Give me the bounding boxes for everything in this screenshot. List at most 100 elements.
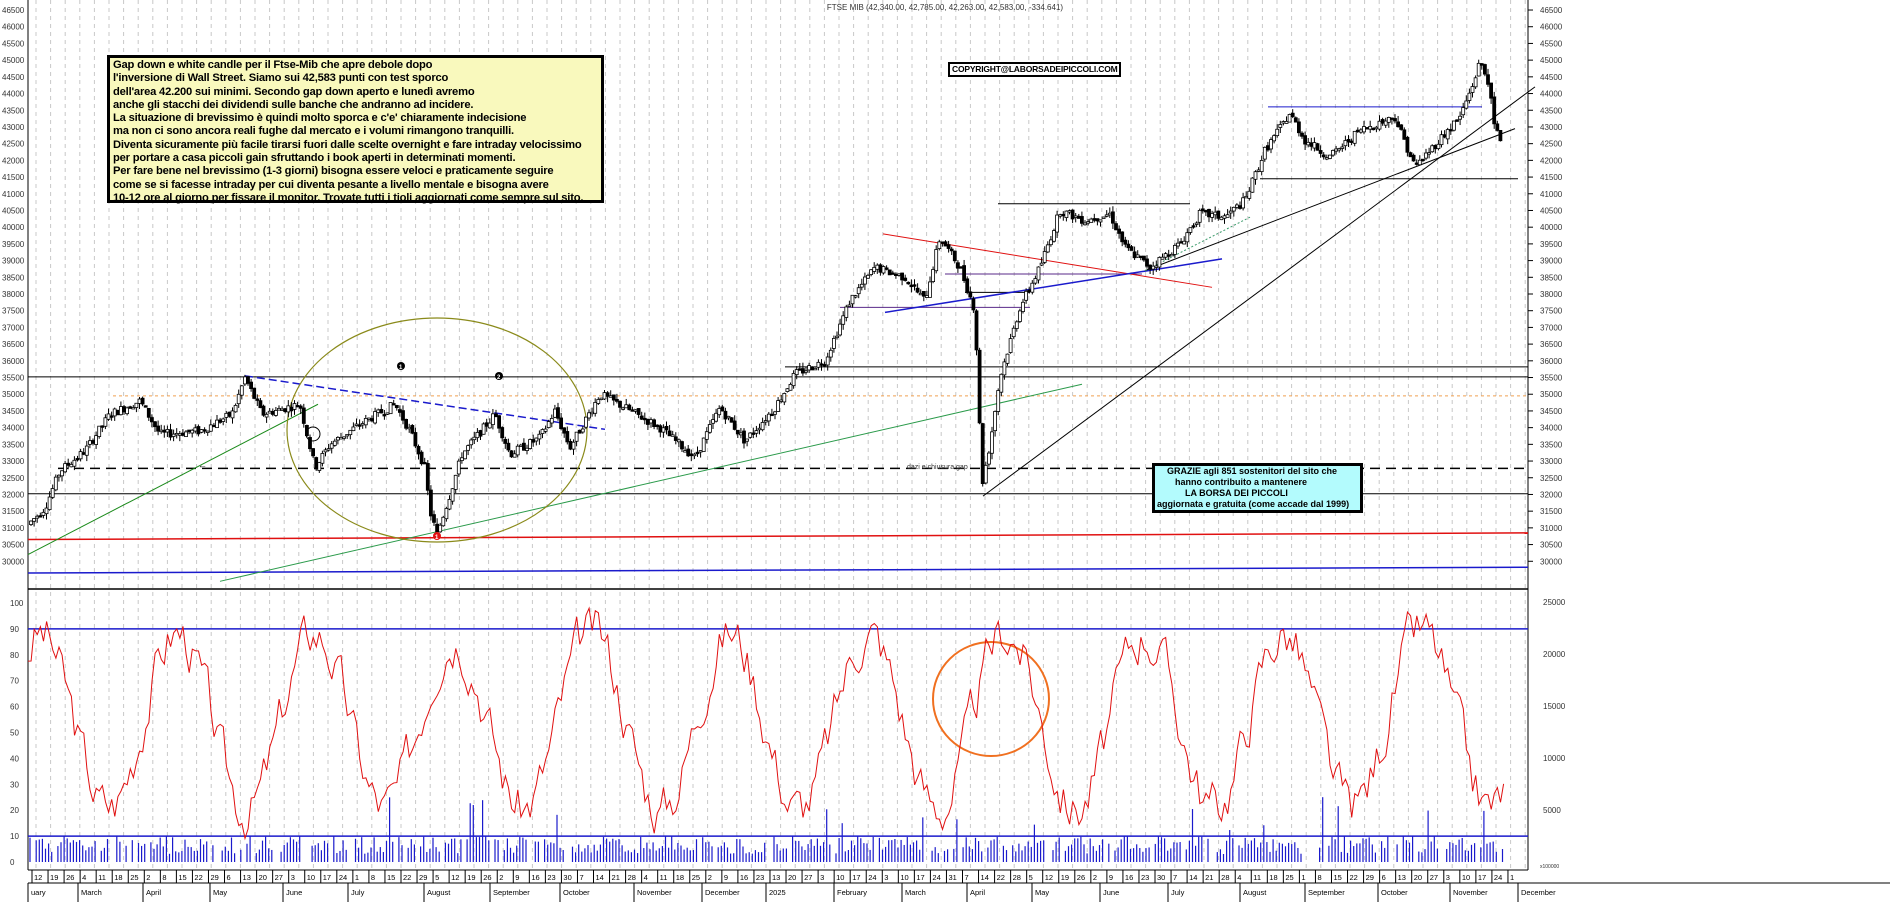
candle-body xyxy=(410,425,415,434)
candle-body xyxy=(971,298,976,311)
candle-body xyxy=(249,381,254,389)
day-label: 30 xyxy=(563,873,571,882)
day-label: 25 xyxy=(130,873,138,882)
commentary-box: Gap down e white candle per il Ftse-Mib … xyxy=(107,55,604,204)
candle-body xyxy=(844,306,849,318)
candle-body xyxy=(484,422,489,427)
day-label: 16 xyxy=(740,873,748,882)
arrow-marker: ← xyxy=(198,460,207,470)
candle-body xyxy=(1039,262,1044,266)
candle-body xyxy=(1145,258,1149,267)
day-label: 6 xyxy=(227,873,231,882)
candle-body xyxy=(1238,205,1242,209)
day-label: 2 xyxy=(499,873,503,882)
candle-body xyxy=(593,402,598,414)
candle-body xyxy=(577,429,582,434)
candle-body xyxy=(1157,256,1162,268)
candle-body xyxy=(1417,159,1422,166)
candle-body xyxy=(770,413,774,417)
y-tick-left: 37000 xyxy=(2,323,25,332)
candle-body xyxy=(1244,195,1249,199)
candle-body xyxy=(615,398,619,402)
candle-body xyxy=(642,417,647,421)
candle-body xyxy=(1498,129,1503,142)
candle-body xyxy=(1455,119,1459,122)
day-label: 7 xyxy=(579,873,583,882)
vol-tick: 5000 xyxy=(1543,806,1561,815)
y-tick-right: 45000 xyxy=(1540,56,1563,65)
candle-body xyxy=(78,451,83,460)
y-tick-left: 31500 xyxy=(2,507,25,516)
candle-body xyxy=(1058,214,1063,217)
candle-body xyxy=(518,444,523,448)
month-label: May xyxy=(1035,888,1049,897)
month-label: November xyxy=(1453,888,1488,897)
candle-body xyxy=(1452,120,1456,131)
candle-body xyxy=(1228,210,1233,214)
candle-body xyxy=(1021,301,1025,312)
candle-body xyxy=(608,395,613,398)
day-label: 9 xyxy=(724,873,728,882)
candle-body xyxy=(314,457,319,470)
day-label: 11 xyxy=(1253,873,1261,882)
candle-body xyxy=(934,249,939,272)
candle-body xyxy=(376,409,381,413)
day-label: 28 xyxy=(1221,873,1229,882)
y-tick-left: 33000 xyxy=(2,457,25,466)
month-label: February xyxy=(837,888,867,897)
candle-body xyxy=(184,431,188,438)
candle-body xyxy=(887,269,892,276)
y-tick-right: 37500 xyxy=(1540,307,1563,316)
day-label: 4 xyxy=(644,873,648,882)
candle-body xyxy=(1247,190,1252,199)
candle-body xyxy=(683,450,687,453)
candle-body xyxy=(884,267,889,270)
day-label: 19 xyxy=(467,873,475,882)
day-label: 17 xyxy=(1478,873,1486,882)
candle-body xyxy=(1231,206,1236,212)
candle-body xyxy=(977,349,982,424)
candle-body xyxy=(1160,256,1165,260)
candle-body xyxy=(689,453,694,457)
day-label: 3 xyxy=(291,873,295,882)
month-label: March xyxy=(81,888,102,897)
candle-body xyxy=(298,405,303,409)
candle-body xyxy=(1216,210,1221,219)
candle-body xyxy=(1284,121,1289,124)
candle-body xyxy=(1464,100,1469,109)
candle-body xyxy=(1117,228,1121,234)
candle-body xyxy=(987,452,991,465)
day-label: 10 xyxy=(1462,873,1470,882)
y-tick-left: 33500 xyxy=(2,440,25,449)
y-tick-right: 31500 xyxy=(1540,507,1563,516)
y-tick-left: 34000 xyxy=(2,424,25,433)
candle-body xyxy=(1067,210,1072,213)
month-label: November xyxy=(637,888,672,897)
candle-body xyxy=(1300,132,1304,137)
candle-body xyxy=(677,439,681,443)
candle-body xyxy=(655,424,660,427)
day-label: 1 xyxy=(1301,873,1305,882)
day-label: 25 xyxy=(692,873,700,882)
y-tick-right: 33000 xyxy=(1540,457,1563,466)
candle-body xyxy=(360,423,365,426)
candle-body xyxy=(1011,327,1016,338)
candle-body xyxy=(531,439,536,443)
candle-body xyxy=(897,273,901,276)
candle-body xyxy=(1166,254,1171,257)
osc-tick: 60 xyxy=(10,703,19,712)
y-tick-right: 35000 xyxy=(1540,390,1563,399)
candle-body xyxy=(140,397,145,405)
candle-body xyxy=(205,430,210,433)
candle-body xyxy=(785,388,790,392)
candle-body xyxy=(401,410,405,421)
candle-body xyxy=(661,427,666,433)
candle-body xyxy=(432,514,436,523)
candle-body xyxy=(1495,123,1500,131)
y-tick-left: 45500 xyxy=(2,39,25,48)
candle-body xyxy=(695,451,700,455)
candle-body xyxy=(766,413,771,422)
candle-body xyxy=(1318,150,1323,154)
candle-body xyxy=(1114,223,1118,231)
candle-body xyxy=(1151,265,1156,270)
